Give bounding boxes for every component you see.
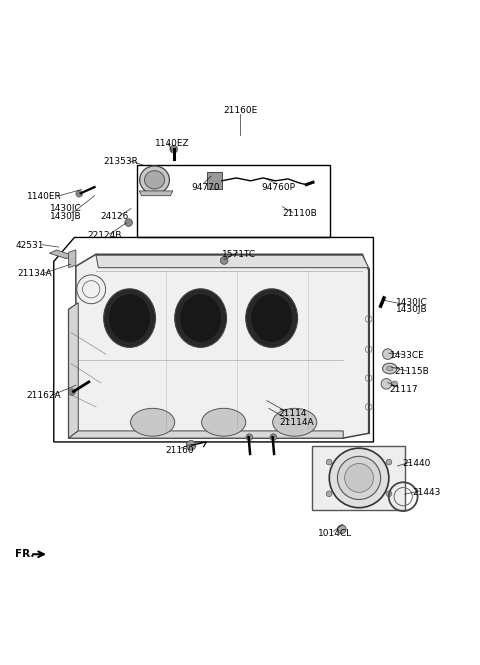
Circle shape <box>326 460 332 465</box>
Circle shape <box>220 257 228 265</box>
Circle shape <box>386 460 392 465</box>
Ellipse shape <box>144 171 165 189</box>
Text: 94770: 94770 <box>191 183 220 192</box>
Text: FR.: FR. <box>15 549 35 559</box>
Circle shape <box>383 349 393 359</box>
Text: 1430JB: 1430JB <box>50 212 82 221</box>
Circle shape <box>337 525 346 533</box>
Text: 1571TC: 1571TC <box>222 250 256 259</box>
Circle shape <box>329 448 389 507</box>
Text: 94760P: 94760P <box>262 183 295 192</box>
Ellipse shape <box>383 363 397 374</box>
Polygon shape <box>312 446 405 510</box>
Text: 21114: 21114 <box>278 408 307 418</box>
Ellipse shape <box>140 166 169 194</box>
Circle shape <box>381 378 392 389</box>
Circle shape <box>392 381 397 387</box>
Text: 21115B: 21115B <box>395 367 429 376</box>
Text: 1430JC: 1430JC <box>50 204 82 213</box>
Circle shape <box>76 190 83 197</box>
Ellipse shape <box>180 294 222 342</box>
Text: 21162A: 21162A <box>27 392 61 400</box>
Ellipse shape <box>131 408 175 436</box>
Polygon shape <box>96 255 369 268</box>
Polygon shape <box>69 250 76 268</box>
Text: 21160E: 21160E <box>223 106 257 115</box>
Ellipse shape <box>104 289 156 347</box>
Circle shape <box>246 434 252 440</box>
Circle shape <box>386 491 392 497</box>
Text: 21443: 21443 <box>412 488 441 497</box>
Polygon shape <box>69 431 343 438</box>
Circle shape <box>186 440 196 450</box>
Text: 21440: 21440 <box>402 459 431 467</box>
Polygon shape <box>139 191 173 196</box>
Polygon shape <box>69 254 369 438</box>
Text: 21110B: 21110B <box>283 209 317 218</box>
Text: 24126: 24126 <box>100 212 129 221</box>
Circle shape <box>125 219 132 226</box>
Ellipse shape <box>251 294 293 342</box>
Circle shape <box>345 464 373 492</box>
Polygon shape <box>69 303 78 438</box>
Text: 1430JB: 1430JB <box>396 305 428 315</box>
Circle shape <box>337 456 381 499</box>
Text: 1140EZ: 1140EZ <box>155 140 189 148</box>
Text: 22124B: 22124B <box>87 231 122 239</box>
Circle shape <box>170 145 178 153</box>
Circle shape <box>326 491 332 497</box>
Ellipse shape <box>386 366 393 371</box>
Text: 1433CE: 1433CE <box>390 350 424 360</box>
Text: 42531: 42531 <box>15 241 44 249</box>
Polygon shape <box>49 250 73 259</box>
Polygon shape <box>207 172 222 188</box>
Text: 1014CL: 1014CL <box>318 529 352 537</box>
Ellipse shape <box>175 289 227 347</box>
Text: 21117: 21117 <box>389 384 418 394</box>
Text: 21114A: 21114A <box>279 418 314 427</box>
Text: 1430JC: 1430JC <box>396 298 428 307</box>
Text: 21134A: 21134A <box>17 269 52 279</box>
Ellipse shape <box>108 294 151 342</box>
Ellipse shape <box>273 408 317 436</box>
Text: 1140ER: 1140ER <box>27 192 61 201</box>
Text: 21353R: 21353R <box>104 157 138 166</box>
Ellipse shape <box>202 408 246 436</box>
Text: 21160: 21160 <box>166 446 194 455</box>
Ellipse shape <box>246 289 298 347</box>
Circle shape <box>69 388 75 396</box>
Circle shape <box>270 434 276 440</box>
